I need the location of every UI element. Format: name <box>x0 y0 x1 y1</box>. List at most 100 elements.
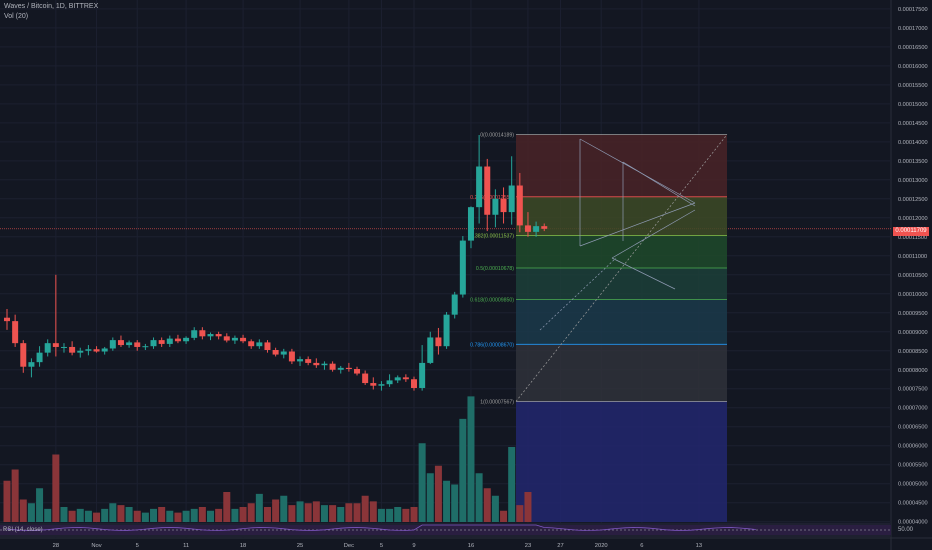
candle-body <box>305 359 312 363</box>
rsi-level-label: 50.00 <box>898 527 914 533</box>
candle-body <box>516 185 523 226</box>
time-tick-label: 16 <box>468 543 474 549</box>
candle-body <box>435 337 442 347</box>
volume-bar <box>263 507 271 522</box>
fib-level-label: 0.5(0.00010678) <box>476 266 514 272</box>
candle-body <box>20 343 27 367</box>
price-tick-label: 0.00011000 <box>898 254 927 260</box>
volume-bar <box>483 488 491 522</box>
time-tick-label: 25 <box>297 543 303 549</box>
candle-body <box>467 207 474 241</box>
time-axis[interactable]: 28 Nov 5 11 18 25 Dec 5 9 16 23 27 2020 6 13 <box>53 543 703 549</box>
volume-bar <box>27 503 35 522</box>
candle-body <box>313 362 320 366</box>
volume-bar <box>109 503 117 522</box>
candle-body <box>240 337 247 342</box>
rsi-pane <box>0 523 891 537</box>
volume-bar <box>491 495 499 522</box>
volume-bar <box>386 508 394 522</box>
volume-bar <box>475 473 483 522</box>
fibonacci-retracement[interactable]: 0(0.00014189) 0.236(0.00012552) 0.382(0.00… <box>470 133 728 522</box>
time-tick-label: 27 <box>557 543 563 549</box>
candle-body <box>500 198 507 213</box>
candle-body <box>394 377 401 381</box>
price-tick-label: 0.00017500 <box>898 7 928 13</box>
triangle-drawing[interactable] <box>539 138 696 331</box>
candle-body <box>231 337 238 341</box>
candle-body <box>280 351 287 355</box>
price-tick-label: 0.00004000 <box>898 520 928 526</box>
price-tick-label: 0.00016500 <box>898 45 928 51</box>
price-tick-label: 0.00005500 <box>898 463 928 469</box>
volume-bar <box>516 505 524 522</box>
volume-bar <box>84 510 92 522</box>
candle-body <box>101 348 108 352</box>
price-tick-label: 0.00009000 <box>898 330 928 336</box>
price-tick-label: 0.00014500 <box>898 121 928 127</box>
volume-bar <box>76 508 84 522</box>
volume-bar <box>93 512 101 522</box>
price-tick-label: 0.00011500 <box>898 235 927 241</box>
price-tick-label: 0.00008500 <box>898 349 928 355</box>
candle-body <box>12 321 19 344</box>
price-tick-label: 0.00012000 <box>898 216 928 222</box>
volume-bar <box>44 508 52 522</box>
price-tick-label: 0.00012500 <box>898 197 928 203</box>
volume-bar <box>329 505 337 522</box>
candle-body <box>345 367 352 369</box>
candle-body <box>166 338 173 344</box>
volume-bar <box>369 501 377 522</box>
candle-body <box>109 340 116 349</box>
candle-body <box>191 330 198 338</box>
volume-legend[interactable]: Vol (20) <box>4 13 29 20</box>
candle-body <box>484 166 491 215</box>
fib-zone <box>516 196 727 236</box>
fib-zone <box>516 344 727 402</box>
candle-body <box>85 349 92 351</box>
candle-body <box>183 337 190 342</box>
volume-bar <box>361 495 369 522</box>
time-tick-label: 2020 <box>595 543 608 549</box>
candle-body <box>386 380 393 385</box>
price-tick-label: 0.00005000 <box>898 482 928 488</box>
candle-body <box>533 226 540 232</box>
volume-bar <box>353 503 361 522</box>
price-tick-label: 0.00014000 <box>898 140 928 146</box>
candle-body <box>223 336 230 341</box>
price-axis[interactable]: 0.00017500 0.00017000 0.00016500 0.00016000… <box>898 7 928 526</box>
candle-body <box>378 384 385 386</box>
dashed-trend-line <box>539 257 617 331</box>
volume-bar <box>223 492 231 522</box>
candle-body <box>541 226 548 229</box>
candle-body <box>142 346 149 348</box>
volume-bar <box>174 512 182 522</box>
volume-bars <box>3 396 532 522</box>
volume-bar <box>150 508 158 522</box>
volume-bar <box>52 454 60 522</box>
fib-zone <box>516 299 727 345</box>
fib-level-label: 0.236(0.00012552) <box>470 195 514 201</box>
volume-bar <box>394 507 402 522</box>
rsi-legend[interactable]: RSI (14, close) <box>3 527 43 533</box>
time-tick-label: 9 <box>412 543 415 549</box>
candle-body <box>411 379 417 388</box>
candle-body <box>215 334 222 337</box>
fib-trend-line <box>515 134 728 402</box>
candle-body <box>52 343 59 347</box>
symbol-header[interactable]: Waves / Bitcoin, 1D, BITTREX <box>4 3 99 10</box>
volume-bar <box>198 507 206 522</box>
volume-bar <box>410 507 418 522</box>
price-tick-label: 0.00010500 <box>898 273 928 279</box>
fib-zone <box>516 401 727 522</box>
time-tick-label: 28 <box>53 543 59 549</box>
volume-bar <box>158 507 166 522</box>
inner-upper-line <box>622 161 696 207</box>
volume-bar <box>320 505 328 522</box>
candle-body <box>207 334 214 337</box>
fib-level-label: 0.618(0.00009850) <box>470 297 514 303</box>
candle-body <box>93 349 100 352</box>
volume-bar <box>345 503 353 522</box>
volume-bar <box>467 396 475 522</box>
inner-lower-line <box>611 209 696 259</box>
